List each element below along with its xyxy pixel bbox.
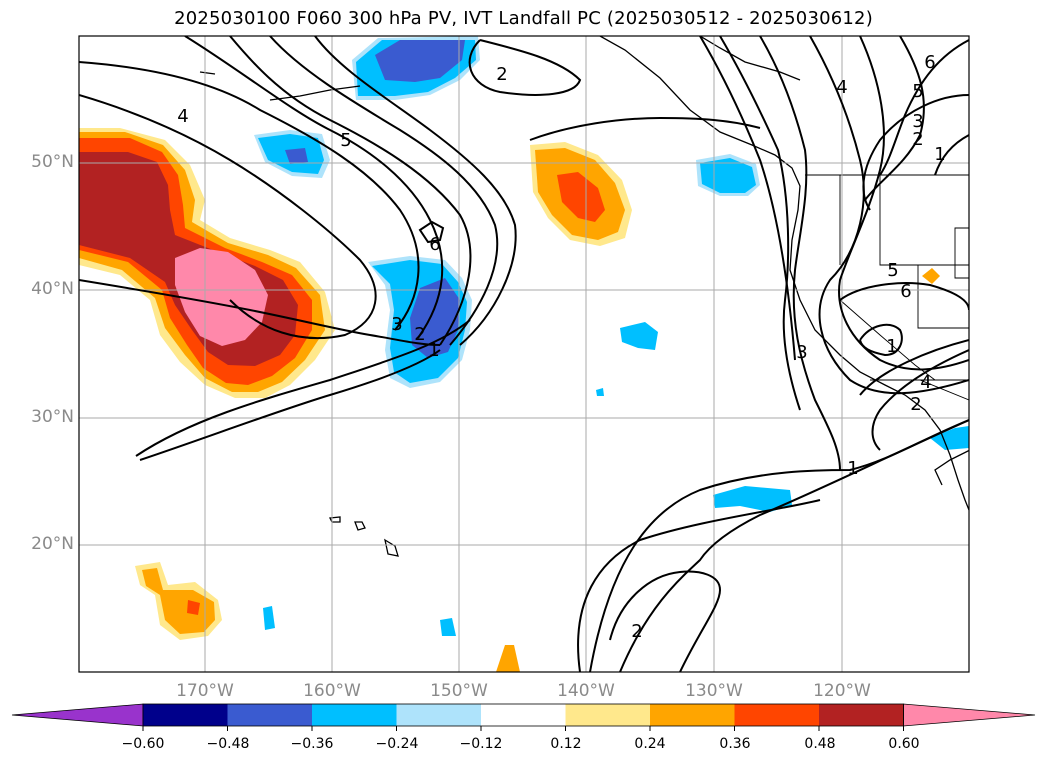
colorbar-outline [142, 703, 904, 727]
lat-label-20n: 20°N [31, 534, 74, 554]
contour-label: 2 [496, 64, 507, 85]
positive-anomaly-west-pink [175, 248, 268, 346]
contour-label: 5 [340, 130, 351, 151]
contour-label: 4 [836, 77, 847, 98]
ivt-contours [79, 36, 969, 672]
map-title: 2025030100 F060 300 hPa PV, IVT Landfall… [174, 8, 873, 29]
colorbar-swatch [650, 704, 736, 726]
contour-label: 2 [631, 621, 642, 642]
colorbar-tick-label: −0.12 [459, 736, 503, 752]
contour-label: 6 [900, 281, 911, 302]
contour-label: 6 [924, 52, 935, 73]
coastlines [199, 36, 969, 557]
contour-label: 2 [910, 394, 921, 415]
lat-label-30n: 30°N [31, 407, 74, 427]
colorbar-tick-label: −0.48 [206, 736, 250, 752]
lon-label-160w: 160°W [303, 681, 361, 701]
positive-anomaly-east-small [922, 268, 940, 284]
colorbar-swatch [734, 704, 820, 726]
contour-label: 3 [912, 111, 923, 132]
lon-label-170w: 170°W [176, 681, 234, 701]
colorbar-swatch [312, 704, 398, 726]
lat-label-50n: 50°N [31, 152, 74, 172]
lat-label-40n: 40°N [31, 279, 74, 299]
lon-label-130w: 130°W [685, 681, 743, 701]
colorbar-swatch [565, 704, 651, 726]
contour-label: 1 [934, 144, 945, 165]
colorbar-swatch [396, 704, 482, 726]
contour-label: 5 [912, 81, 923, 102]
colorbar-extend-right [903, 703, 1036, 727]
contour-label: 1 [886, 336, 897, 357]
contour-label: 3 [796, 342, 807, 363]
contour-label: 1 [428, 340, 439, 361]
contour-labels: 4 5 6 2 3 2 1 6 4 5 3 2 1 5 6 3 1 4 2 1 … [177, 52, 945, 642]
colorbar-tick-label: 0.48 [804, 736, 836, 752]
colorbar-swatch [227, 704, 313, 726]
lon-label-140w: 140°W [557, 681, 615, 701]
positive-anomaly-south-2 [496, 645, 520, 672]
lon-label-150w: 150°W [430, 681, 488, 701]
colorbar-tick-label: −0.24 [375, 736, 419, 752]
colorbar-extend-left [11, 703, 144, 727]
colorbar-tick-label: 0.60 [888, 736, 920, 752]
colorbar-swatch [481, 704, 567, 726]
contour-label: 6 [429, 234, 440, 255]
positive-anomaly-south-orange [142, 568, 215, 634]
graticule [79, 36, 969, 672]
positive-anomaly-center-red [557, 172, 605, 222]
negative-anomaly-small-2 [713, 486, 792, 512]
contour-label: 2 [414, 324, 425, 345]
contour-label: 4 [177, 106, 188, 127]
contour-label: 1 [847, 458, 858, 479]
colorbar-tick-label: −0.60 [121, 736, 165, 752]
contour-label: 2 [912, 129, 923, 150]
colorbar-tick-label: 0.24 [634, 736, 666, 752]
positive-anomaly-south-red [187, 600, 200, 615]
contour-label: 3 [391, 314, 402, 335]
negative-anomaly-north-dark [375, 40, 465, 82]
colorbar-tick-label: 0.36 [719, 736, 751, 752]
colorbar-tick-label: −0.36 [290, 736, 334, 752]
negative-anomaly-small-3 [930, 426, 969, 450]
negative-anomaly-small-1 [620, 322, 658, 350]
lon-label-120w: 120°W [813, 681, 871, 701]
colorbar-swatch [819, 704, 905, 726]
map-frame [78, 35, 970, 673]
colorbar-swatch [143, 704, 229, 726]
colorbar-tick-label: 0.12 [550, 736, 582, 752]
negative-anomaly-small-5 [263, 606, 275, 630]
negative-anomaly-small-6 [596, 388, 604, 396]
negative-anomaly-small-4 [440, 618, 456, 636]
contour-label: 4 [920, 372, 931, 393]
negative-anomaly-nw-dark [285, 148, 308, 164]
contour-label: 5 [887, 260, 898, 281]
negative-anomaly-central-dark [410, 278, 460, 358]
